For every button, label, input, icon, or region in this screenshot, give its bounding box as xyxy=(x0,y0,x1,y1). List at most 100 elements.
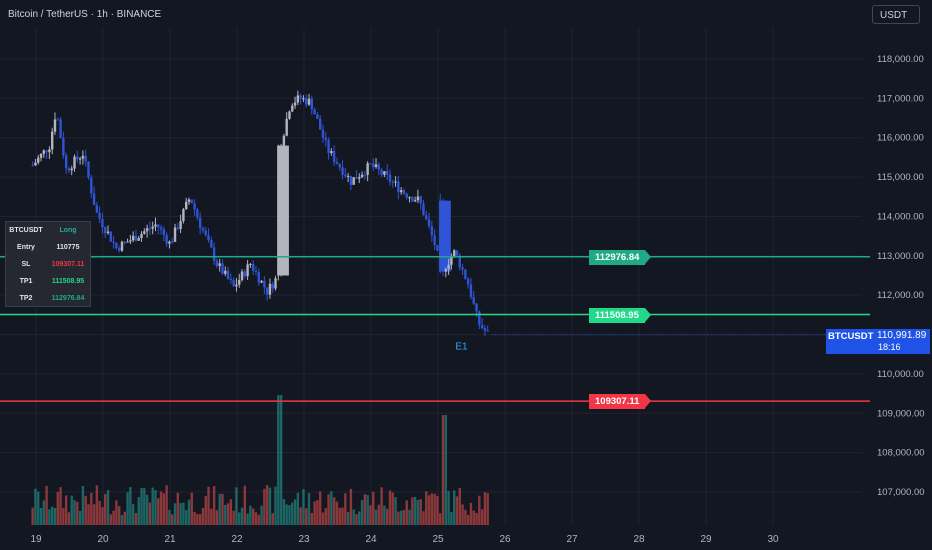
volume-bar xyxy=(291,502,294,525)
candle xyxy=(224,270,227,274)
volume-bar xyxy=(464,509,467,525)
candle xyxy=(455,250,459,256)
trade-row-tp1: TP1 111508.95 xyxy=(6,273,90,290)
volume-bar xyxy=(455,496,459,525)
candle xyxy=(171,241,174,243)
tp1-level-label[interactable]: 111508.95 xyxy=(589,308,651,323)
volume-bar xyxy=(90,492,93,525)
price-axis-label: 110,000.00 xyxy=(877,369,924,380)
candle xyxy=(168,241,171,244)
volume-bar xyxy=(397,511,400,525)
candle xyxy=(251,264,255,271)
candle xyxy=(53,119,57,132)
volume-bar xyxy=(56,491,59,525)
volume-bar xyxy=(486,493,489,525)
volume-bar xyxy=(87,504,90,525)
volume-bar xyxy=(293,499,297,525)
time-axis-label: 21 xyxy=(164,534,176,545)
volume-bar xyxy=(466,514,470,525)
last-price-symbol: BTCUSDT xyxy=(828,331,874,342)
volume-bar xyxy=(31,507,34,525)
volume-bar xyxy=(399,510,403,525)
volume-bar xyxy=(411,497,414,525)
volume-bar xyxy=(84,495,87,525)
volume-bar xyxy=(48,509,51,525)
volume-bar xyxy=(182,502,185,525)
candle xyxy=(115,242,118,249)
currency-button[interactable]: USDT xyxy=(872,5,920,24)
volume-bar xyxy=(240,507,244,525)
volume-bar xyxy=(422,511,425,525)
volume-bar xyxy=(201,508,205,525)
candle xyxy=(416,196,420,201)
volume-bar xyxy=(427,495,431,525)
candle xyxy=(305,98,308,105)
price-axis-label: 112,000.00 xyxy=(877,290,924,301)
volume-bar xyxy=(95,485,99,525)
volume-bar xyxy=(436,495,439,525)
candle xyxy=(157,224,160,228)
tp2-level-label[interactable]: 112976.84 xyxy=(589,250,652,265)
candle xyxy=(285,118,288,136)
candle xyxy=(131,235,135,241)
candle xyxy=(397,181,400,193)
price-axis-label: 109,000.00 xyxy=(877,408,925,419)
candle xyxy=(243,271,247,277)
volume-bar xyxy=(143,488,146,525)
trade-value: 110775 xyxy=(56,244,80,251)
volume-bar xyxy=(59,487,62,525)
volume-bar xyxy=(349,488,353,525)
candle xyxy=(419,196,422,204)
volume-bar xyxy=(204,496,207,525)
volume-bar xyxy=(425,491,428,525)
volume-bar xyxy=(472,510,475,525)
volume-bar xyxy=(145,494,149,525)
candle xyxy=(265,287,269,295)
volume-bar xyxy=(285,504,288,525)
trade-info-table: BTCUSDT Long Entry 110775 SL 109307.11 T… xyxy=(5,221,91,307)
volume-bar xyxy=(148,502,152,525)
volume-bar xyxy=(34,488,37,525)
candle xyxy=(182,209,185,222)
candle xyxy=(377,164,381,170)
candle xyxy=(229,278,233,281)
candle xyxy=(472,297,475,304)
candle xyxy=(260,280,263,283)
volume-bar xyxy=(391,492,394,525)
volume-bar xyxy=(243,485,247,525)
volume-bar xyxy=(173,503,177,525)
time-axis-label: 27 xyxy=(566,534,578,545)
volume-bar xyxy=(439,513,442,525)
candle xyxy=(268,283,272,295)
volume-bar xyxy=(296,492,300,525)
volume-bar xyxy=(355,514,358,525)
candle xyxy=(81,155,85,159)
volume-bar xyxy=(441,415,445,525)
volume-bar xyxy=(246,513,249,525)
volume-bar xyxy=(341,507,344,525)
candle xyxy=(436,245,439,251)
volume-bar xyxy=(480,509,484,525)
stop-loss-level-label[interactable]: 109307.11 xyxy=(589,394,652,409)
candle xyxy=(31,165,34,167)
volume-bar xyxy=(98,500,101,525)
candle xyxy=(279,145,289,276)
candle xyxy=(358,177,361,179)
volume-bar xyxy=(115,500,118,525)
volume-bar xyxy=(450,512,453,525)
volume-bar xyxy=(260,505,263,525)
volume-bar xyxy=(254,512,258,525)
volume-bar xyxy=(265,485,269,525)
volume-bar xyxy=(469,502,473,525)
volume-bar xyxy=(263,488,266,525)
candle xyxy=(193,203,196,210)
volume-bar xyxy=(271,513,274,525)
candle xyxy=(215,260,219,266)
time-axis-label: 25 xyxy=(432,534,444,545)
volume-bar xyxy=(321,512,325,525)
volume-bar xyxy=(327,494,330,525)
candle xyxy=(330,151,333,154)
candle xyxy=(39,153,43,158)
candle xyxy=(341,167,344,175)
